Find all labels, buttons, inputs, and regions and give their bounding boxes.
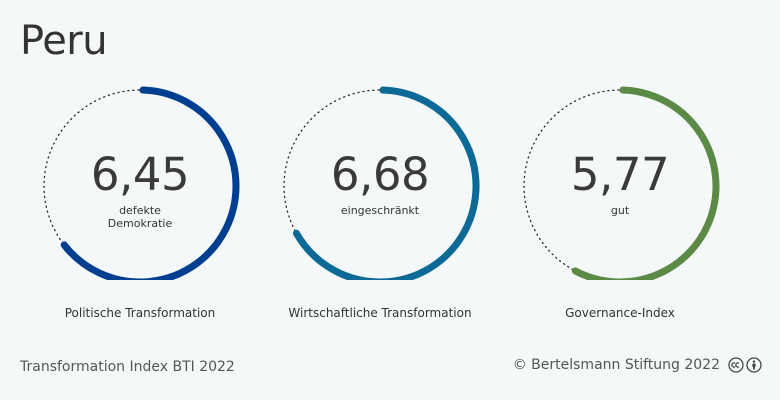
- gauge-rating: gut: [610, 204, 630, 217]
- cc-icon: [728, 357, 744, 373]
- copyright-text: © Bertelsmann Stiftung 2022: [512, 357, 720, 373]
- gauge-label: Politische Transformation: [64, 306, 216, 320]
- gauge-governance: 5,77 gut Governance-Index: [500, 80, 740, 330]
- gauge-value: 6,45: [90, 148, 190, 201]
- gauge-value: 5,77: [570, 148, 670, 201]
- source-note: Transformation Index BTI 2022: [20, 359, 235, 375]
- gauge-governance-ring: [523, 86, 720, 280]
- gauge-label: Wirtschaftliche Transformation: [288, 306, 472, 320]
- gauge-rating: eingeschränkt: [340, 204, 420, 217]
- gauge-rating: defekte Demokratie: [107, 204, 173, 230]
- by-icon: [746, 357, 762, 373]
- gauge-label: Governance-Index: [565, 306, 675, 320]
- gauge-political-ring: [43, 86, 240, 280]
- page-title: Peru: [20, 18, 108, 64]
- copyright-note: © Bertelsmann Stiftung 2022: [513, 357, 762, 373]
- gauge-arc: [60, 86, 240, 280]
- gauges-row: 6,45 defekte Demokratie Politische Trans…: [0, 80, 780, 330]
- gauge-value: 6,68: [330, 148, 430, 201]
- gauge-economic-ring: [283, 86, 480, 280]
- license-icons[interactable]: [728, 357, 762, 373]
- gauge-arc: [571, 86, 720, 280]
- gauge-economic: 6,68 eingeschränkt Wirtschaftliche Trans…: [260, 80, 500, 330]
- gauge-political: 6,45 defekte Demokratie Politische Trans…: [20, 80, 260, 330]
- gauge-arc: [292, 86, 480, 280]
